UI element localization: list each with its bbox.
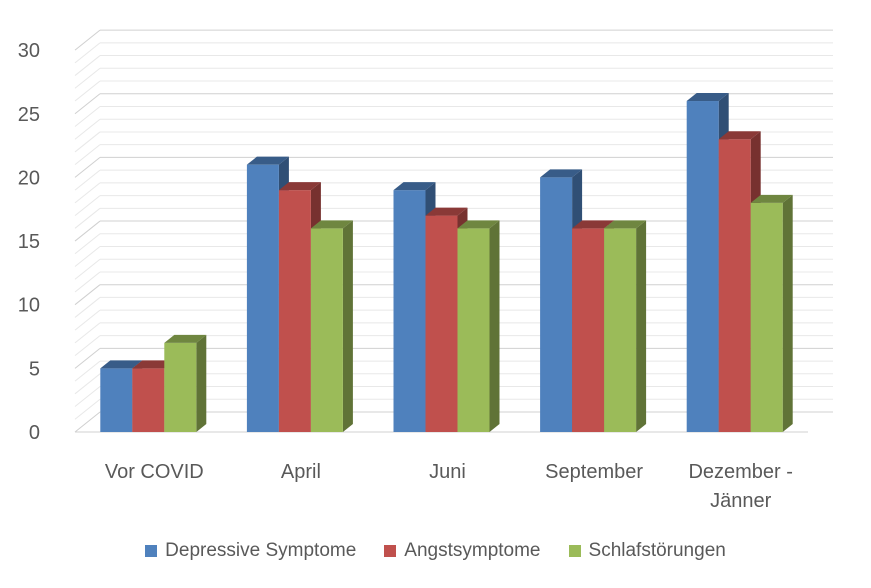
bar (310, 228, 343, 432)
bar (393, 190, 426, 432)
bar (164, 342, 197, 432)
gridline-side (74, 335, 101, 357)
gridline-side (74, 347, 101, 369)
bar-top (686, 93, 729, 102)
legend-label: Schlafstörungen (588, 540, 726, 561)
gridline-side (74, 297, 101, 318)
bar-side (636, 220, 647, 432)
gridline-side (74, 157, 101, 178)
gridline-side (74, 220, 101, 242)
y-tick-label: 5 (29, 358, 40, 380)
bar (425, 215, 458, 432)
gridline-side (74, 80, 101, 102)
x-tick-label: Dezember - (688, 461, 792, 483)
gridline-side (74, 360, 101, 382)
bar (686, 101, 719, 433)
gridline-side (74, 207, 101, 229)
bar (750, 202, 783, 432)
gridline-side (74, 169, 101, 191)
bar-side (782, 194, 793, 432)
gridline-side (74, 67, 101, 89)
bar (100, 368, 133, 432)
y-tick-label: 20 (18, 167, 40, 189)
gridline-side (74, 42, 101, 64)
bar-top (164, 334, 207, 343)
legend-item-schlaf: Schlafstörungen (568, 540, 726, 562)
legend-swatch (384, 545, 397, 557)
gridline-side (74, 55, 101, 76)
y-tick-label: 10 (18, 295, 40, 317)
x-tick-label: Juni (429, 461, 466, 483)
gridline-side (74, 322, 101, 344)
bar (132, 368, 165, 432)
legend-label: Angstsymptome (404, 540, 541, 561)
gridline-side (74, 411, 101, 433)
gridline-side (74, 118, 101, 140)
gridline-side (74, 29, 101, 51)
y-tick-label: 25 (18, 104, 40, 126)
bar-top (718, 131, 761, 140)
y-tick-label: 15 (18, 231, 40, 253)
bar (604, 228, 637, 432)
gridline-side (74, 93, 101, 115)
bar-top (457, 220, 500, 229)
gridline-side (74, 309, 101, 331)
bar-top (540, 169, 583, 178)
bar-top (604, 220, 647, 229)
x-tick-label: April (281, 461, 321, 483)
bar-side (342, 220, 353, 432)
legend: Depressive Symptome Angstsymptome Schlaf… (0, 540, 871, 562)
bar-top (278, 182, 321, 191)
gridline-side (74, 246, 101, 267)
y-tick-label: 0 (29, 422, 40, 444)
bar (540, 177, 573, 432)
legend-item-angst: Angstsymptome (384, 540, 541, 562)
gridline-side (74, 144, 101, 166)
bar-top (100, 360, 143, 369)
legend-item-depressive: Depressive Symptome (145, 540, 356, 562)
gridline-side (74, 258, 101, 280)
legend-swatch (145, 545, 158, 557)
bar (278, 190, 311, 432)
bar-top (246, 156, 289, 165)
y-tick-label: 30 (18, 40, 40, 62)
bar-top (132, 360, 175, 369)
bar-top (750, 194, 793, 203)
x-tick-label: Jänner (710, 490, 771, 512)
gridline-side (74, 131, 101, 153)
bar (246, 164, 279, 433)
bar (572, 228, 605, 432)
gridline-side (74, 284, 101, 306)
bar-side (196, 334, 207, 432)
bar (457, 228, 490, 432)
gridline-side (74, 106, 101, 127)
gridline-side (74, 373, 101, 395)
bar-top (425, 207, 468, 216)
chart-plot: 0 5 10 15 20 25 30 Vor COVID April Juni September D… (18, 29, 833, 512)
bar-side (489, 220, 500, 432)
legend-swatch (568, 545, 581, 557)
x-tick-label: Vor COVID (105, 461, 204, 483)
x-tick-label: September (545, 461, 643, 483)
bar-top (393, 182, 436, 191)
gridline-side (74, 398, 101, 420)
gridline-side (74, 182, 101, 204)
gridline-side (74, 195, 101, 216)
legend-label: Depressive Symptome (165, 540, 357, 561)
bar (718, 139, 751, 432)
gridline-side (74, 386, 101, 407)
bar-top (310, 220, 353, 229)
gridline-side (74, 233, 101, 255)
gridline-side (74, 271, 101, 293)
bar-top (572, 220, 615, 229)
